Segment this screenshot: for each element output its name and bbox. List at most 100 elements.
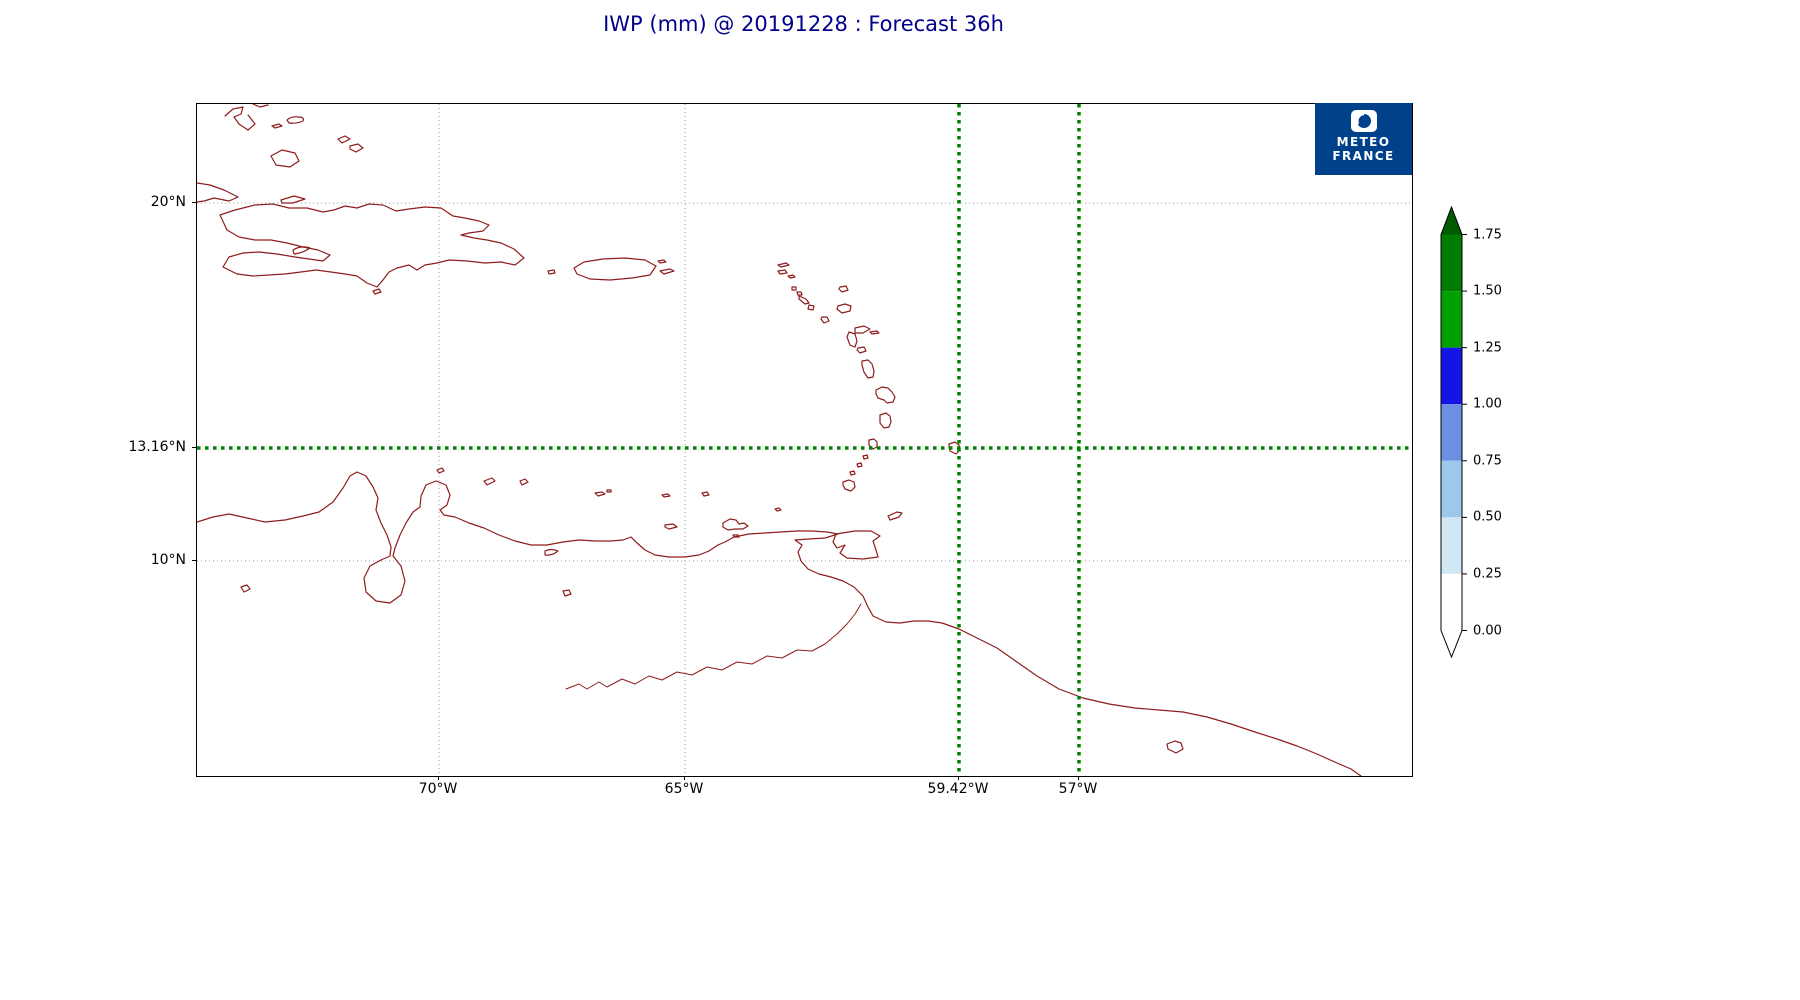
x-tick-label: 70°W [418, 781, 458, 797]
coastline-los-roques [594, 491, 606, 497]
coastline-beata [372, 288, 382, 295]
coastline-hispaniola [219, 203, 525, 288]
meteo-france-logo: METEO FRANCE [1315, 103, 1412, 175]
coastline-st-lucia [879, 412, 892, 429]
coastline-puerto-rico [573, 257, 657, 281]
colorbar-tick-label: 1.50 [1473, 283, 1502, 299]
colorbar-segment [1441, 347, 1462, 405]
coastline-la-tortuga [664, 523, 678, 530]
coastline-curacao [483, 477, 496, 486]
colorbar: 1.75 1.50 1.25 1.00 0.75 0.50 0.25 0.00 [1437, 205, 1567, 676]
colorbar-extend-under-arrow [1441, 630, 1462, 657]
lake-venezuela [562, 589, 572, 597]
y-tick-mark [192, 202, 196, 203]
crosshair-lines [197, 104, 1412, 776]
coastline-guadeloupe [854, 325, 871, 334]
x-tick-mark [1078, 776, 1079, 780]
coastline-grenadines [856, 462, 863, 468]
coastline-great-inagua [270, 149, 300, 168]
coastline-tobago [887, 511, 903, 521]
colorbar-tick-label: 1.00 [1473, 396, 1502, 412]
colorbar-segment [1441, 573, 1462, 631]
coastline-saba [791, 286, 797, 291]
coastline-la-orchila [661, 493, 671, 498]
coastline-trinidad [832, 530, 881, 560]
logo-text-france: FRANCE [1332, 149, 1395, 164]
river-orinoco [565, 603, 862, 690]
coastline-culebra [657, 259, 667, 264]
map-canvas [197, 104, 1412, 776]
coastline-coche [732, 534, 740, 538]
coastline-martinique [875, 386, 896, 404]
colorbar-segment [1441, 404, 1462, 461]
coastline-mayaguana [286, 116, 305, 124]
colorbar-tick-label: 0.00 [1473, 623, 1502, 638]
coastline-cuba [197, 182, 239, 203]
coastline-los-roques [606, 489, 612, 493]
coastline-grenada [842, 479, 856, 492]
coastline-samana-cay [271, 123, 283, 129]
y-tick-label: 13.16°N [128, 439, 186, 455]
coastline-guadeloupe [846, 331, 858, 348]
y-tick-label: 20°N [150, 194, 186, 210]
coastline-grenadines [849, 470, 856, 476]
y-tick-mark [192, 447, 196, 448]
coastline-montserrat [820, 316, 830, 324]
coastline-grenadines [862, 454, 869, 460]
x-tick-mark [438, 776, 439, 780]
coastline-barbuda [838, 285, 849, 293]
colorbar-tick-label: 1.25 [1473, 340, 1502, 356]
coastline-bahamas [224, 106, 256, 131]
colorbar-tick-label: 1.75 [1473, 227, 1502, 242]
x-tick-label: 59.42°W [927, 781, 989, 797]
coastline-south-america [197, 471, 1362, 776]
coastline-blanquilla [701, 491, 710, 497]
coastline-margarita [722, 518, 749, 531]
coastline-nevis [807, 304, 815, 311]
x-tick-mark [958, 776, 959, 780]
coastline-aruba [436, 467, 445, 474]
colorbar-segment [1441, 517, 1462, 574]
coastline-bahamas [252, 104, 269, 108]
colorbar-segment [1441, 291, 1462, 348]
coastline-gonave [292, 246, 311, 255]
coastline-bonaire [519, 478, 529, 486]
coastline-turks-caicos [337, 135, 351, 144]
x-tick-mark [684, 776, 685, 780]
coastline-vieques [659, 268, 675, 275]
colorbar-extend-over-arrow [1441, 207, 1462, 235]
coastline-statia [796, 291, 803, 296]
coastline-st-martin [777, 269, 788, 275]
meteo-france-logo-icon [1350, 110, 1377, 132]
lake-valencia [544, 548, 559, 556]
coastlines [197, 104, 1362, 776]
coastline-st-kitts [798, 295, 810, 305]
colorbar-tick-label: 0.50 [1473, 509, 1502, 525]
x-tick-label: 65°W [664, 781, 704, 797]
coastline-turks-caicos [349, 143, 364, 153]
map-plot-area [196, 103, 1413, 777]
coastline-marie-galante [856, 346, 867, 354]
colorbar-tick-marks [1462, 234, 1467, 631]
x-tick-label: 57°W [1058, 781, 1098, 797]
logo-text-meteo: METEO [1336, 135, 1391, 149]
colorbar-bar [1440, 205, 1467, 659]
y-tick-mark [192, 560, 196, 561]
colorbar-segment [1441, 234, 1462, 292]
coastline-desirade [869, 330, 880, 335]
coastline-antigua [836, 303, 852, 314]
coastline-st-barth [787, 274, 796, 279]
graticule-gridlines [197, 104, 1412, 776]
colorbar-tick-label: 0.75 [1473, 453, 1502, 469]
coastline-los-testigos [774, 507, 782, 512]
lake-colombia [240, 584, 251, 593]
coastline-mona [547, 269, 556, 275]
colorbar-segment [1441, 460, 1462, 518]
plot-title: IWP (mm) @ 20191228 : Forecast 36h [603, 12, 1004, 36]
colorbar-tick-label: 0.25 [1473, 566, 1502, 582]
coastline-anguilla [777, 262, 790, 268]
coastline-dominica [861, 359, 875, 379]
y-tick-label: 10°N [150, 552, 186, 568]
coastline-tortuga [280, 195, 306, 204]
